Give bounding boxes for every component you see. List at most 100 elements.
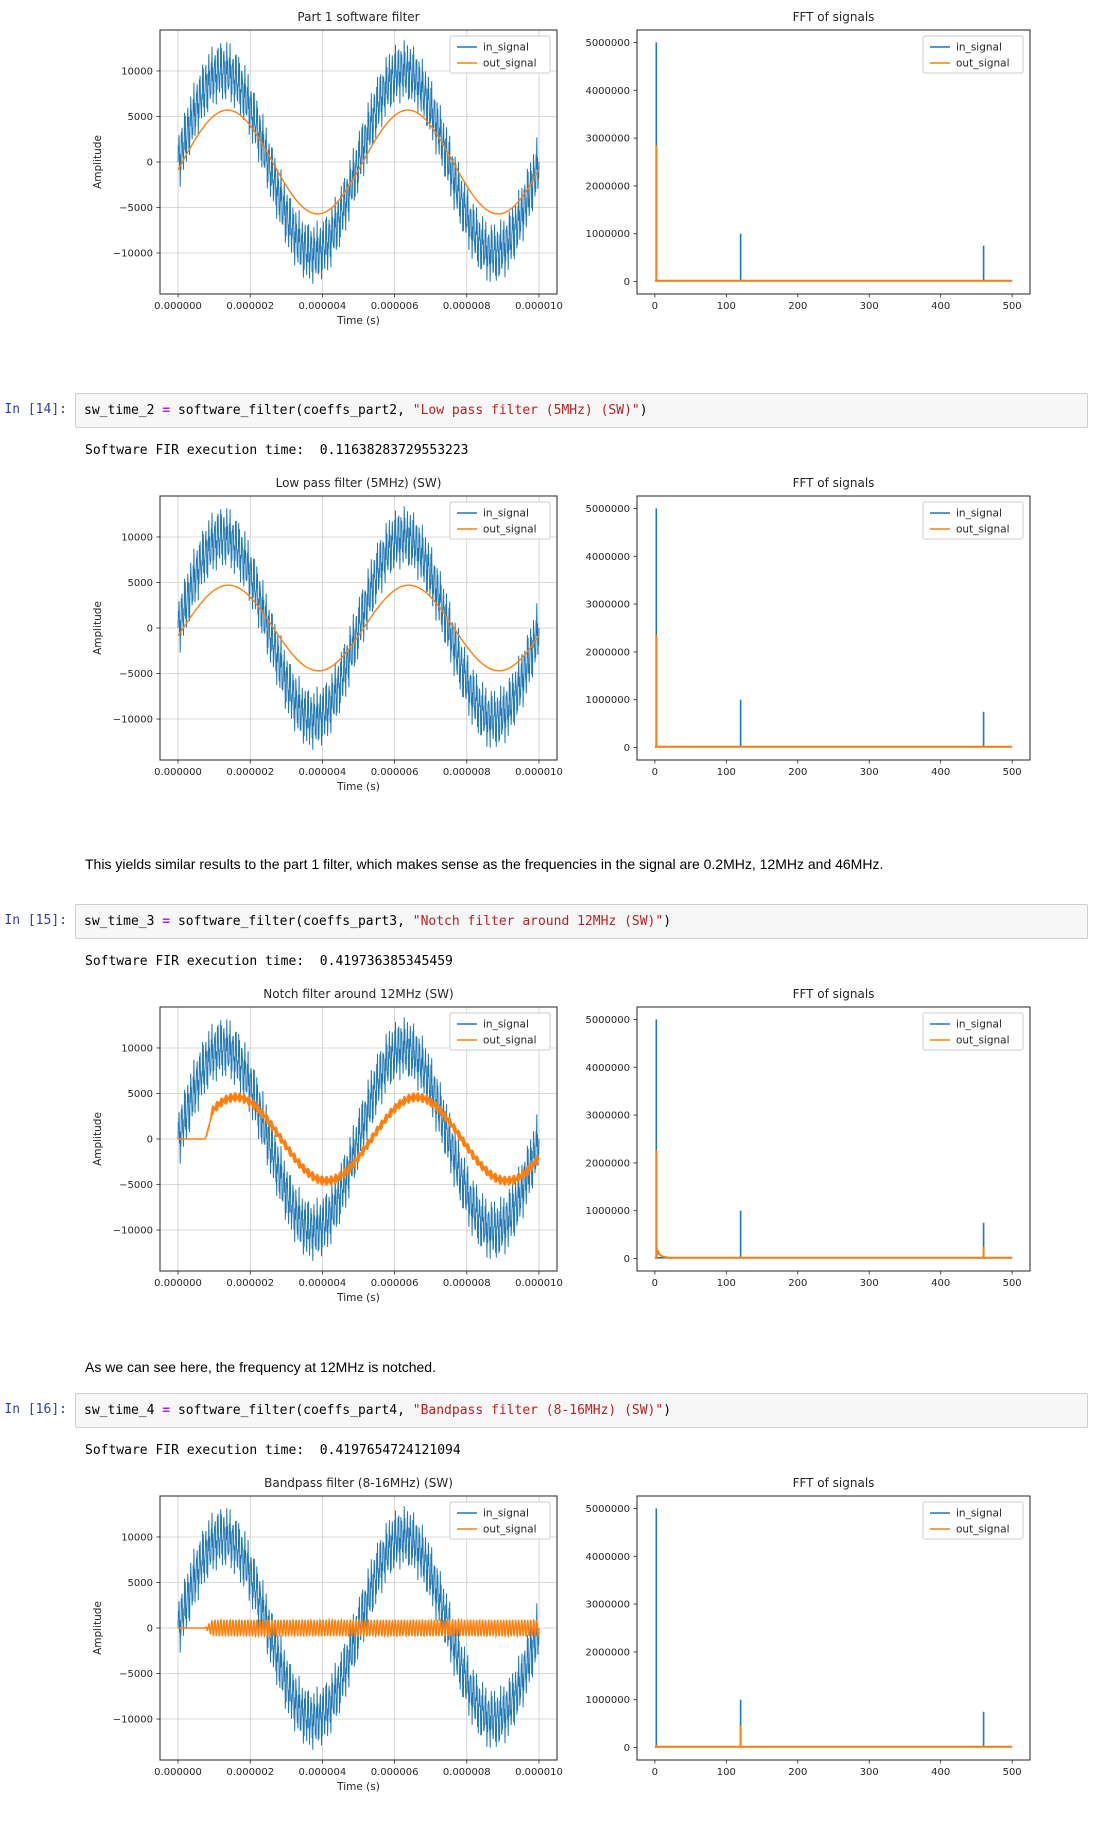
svg-text:0: 0 (624, 277, 630, 288)
svg-text:5000: 5000 (128, 1089, 153, 1100)
time-plot-svg: 0.000000 0.000002 0.000004 0.000006 0.000008… (92, 10, 563, 327)
fft-plot-svg: 0 100 200 300 400 500 0 1000000 2000000 3000000 40… (585, 987, 1031, 1289)
svg-text:400: 400 (931, 301, 950, 312)
time-plot: 0.000000 0.000002 0.000004 0.000006 0.000008… (75, 472, 565, 807)
code-input[interactable]: sw_time_4 = software_filter(coeffs_part4… (75, 1393, 1088, 1428)
svg-text:0.000008: 0.000008 (443, 301, 491, 312)
svg-text:0: 0 (652, 767, 658, 778)
svg-text:out_signal: out_signal (956, 1524, 1010, 1536)
svg-text:in_signal: in_signal (483, 1508, 529, 1520)
execution-output-16: Software FIR execution time: 0.419765472… (85, 1443, 461, 1458)
code-string: "Bandpass filter (8-16MHz) (SW)" (412, 1403, 664, 1418)
svg-text:4000000: 4000000 (585, 1552, 630, 1563)
time-plot-svg: 0.000000 0.000002 0.000004 0.000006 0.000008… (92, 1476, 563, 1793)
svg-text:3000000: 3000000 (585, 1600, 630, 1611)
svg-text:300: 300 (860, 1767, 879, 1778)
svg-text:0: 0 (147, 1624, 153, 1635)
svg-text:0: 0 (624, 1743, 630, 1754)
time-plot: 0.000000 0.000002 0.000004 0.000006 0.000008… (75, 6, 565, 341)
svg-text:3000000: 3000000 (585, 134, 630, 145)
figure-row-notch: 0.000000 0.000002 0.000004 0.000006 0.000008… (75, 983, 1035, 1318)
svg-text:5000000: 5000000 (585, 1015, 630, 1026)
code-string: "Low pass filter (5MHz) (SW)" (412, 403, 640, 418)
fft-plot: 0 100 200 300 400 500 0 1000000 2000000 3000000 40… (565, 1472, 1035, 1807)
svg-text:out_signal: out_signal (483, 524, 537, 536)
svg-text:FFT of signals: FFT of signals (793, 10, 875, 24)
svg-text:0.000000: 0.000000 (154, 301, 202, 312)
svg-text:Time (s): Time (s) (336, 1292, 380, 1304)
svg-text:10000: 10000 (121, 1532, 153, 1543)
svg-text:2000000: 2000000 (585, 181, 630, 192)
svg-text:out_signal: out_signal (483, 58, 537, 70)
svg-text:5000000: 5000000 (585, 1504, 630, 1515)
svg-text:Time (s): Time (s) (336, 315, 380, 327)
svg-text:0.000000: 0.000000 (154, 767, 202, 778)
execution-output-14: Software FIR execution time: 0.116382837… (85, 443, 469, 458)
svg-text:500: 500 (1003, 301, 1022, 312)
svg-text:2000000: 2000000 (585, 647, 630, 658)
svg-text:−10000: −10000 (113, 715, 153, 726)
svg-text:0.000006: 0.000006 (371, 1767, 419, 1778)
svg-text:200: 200 (788, 301, 807, 312)
code-cell-16: In [16]: sw_time_4 = software_filter(coe… (0, 1393, 1088, 1428)
input-prompt: In [15]: (4, 913, 67, 928)
markdown-cell-2[interactable]: As we can see here, the frequency at 12M… (85, 1359, 436, 1375)
svg-text:0: 0 (147, 158, 153, 169)
input-prompt: In [16]: (4, 1402, 67, 1417)
svg-text:1000000: 1000000 (585, 1206, 630, 1217)
fft-plot-svg: 0 100 200 300 400 500 0 1000000 2000000 3000000 40… (585, 476, 1031, 778)
execution-output-15: Software FIR execution time: 0.419736385… (85, 954, 453, 969)
fft-plot-svg: 0 100 200 300 400 500 0 1000000 2000000 3000000 40… (585, 1476, 1031, 1778)
svg-text:0.000010: 0.000010 (515, 1767, 563, 1778)
time-plot-svg: 0.000000 0.000002 0.000004 0.000006 0.000008… (92, 476, 563, 793)
svg-text:0.000002: 0.000002 (226, 301, 274, 312)
svg-text:10000: 10000 (121, 1043, 153, 1054)
svg-text:500: 500 (1003, 767, 1022, 778)
svg-text:3000000: 3000000 (585, 600, 630, 611)
svg-text:300: 300 (860, 1278, 879, 1289)
svg-text:in_signal: in_signal (483, 42, 529, 54)
svg-text:in_signal: in_signal (483, 508, 529, 520)
svg-text:100: 100 (717, 767, 736, 778)
svg-text:out_signal: out_signal (483, 1524, 537, 1536)
code-input[interactable]: sw_time_3 = software_filter(coeffs_part3… (75, 904, 1088, 939)
svg-text:0.000004: 0.000004 (299, 301, 347, 312)
svg-text:out_signal: out_signal (956, 524, 1010, 536)
svg-text:in_signal: in_signal (956, 508, 1002, 520)
svg-text:5000000: 5000000 (585, 38, 630, 49)
svg-text:4000000: 4000000 (585, 86, 630, 97)
svg-text:200: 200 (788, 767, 807, 778)
svg-text:0.000010: 0.000010 (515, 1278, 563, 1289)
figure-row-part1: 0.000000 0.000002 0.000004 0.000006 0.000008… (75, 6, 1035, 341)
fft-plot: 0 100 200 300 400 500 0 1000000 2000000 3000000 40… (565, 983, 1035, 1318)
fft-plot: 0 100 200 300 400 500 0 1000000 2000000 3000000 40… (565, 6, 1035, 341)
code-operator: = (154, 914, 178, 929)
svg-text:Time (s): Time (s) (336, 781, 380, 793)
code-input[interactable]: sw_time_2 = software_filter(coeffs_part2… (75, 393, 1088, 428)
code-operator: = (154, 403, 178, 418)
code-variable: sw_time_2 (84, 403, 155, 418)
code-close: ) (663, 914, 672, 929)
svg-text:0.000010: 0.000010 (515, 767, 563, 778)
svg-text:0: 0 (147, 1135, 153, 1146)
input-prompt: In [14]: (4, 402, 67, 417)
svg-text:0.000002: 0.000002 (226, 1278, 274, 1289)
svg-text:0.000008: 0.000008 (443, 1767, 491, 1778)
svg-text:out_signal: out_signal (956, 1035, 1010, 1047)
svg-text:2000000: 2000000 (585, 1647, 630, 1658)
code-operator: = (154, 1403, 178, 1418)
svg-text:out_signal: out_signal (956, 58, 1010, 70)
markdown-cell-1[interactable]: This yields similar results to the part … (85, 856, 884, 872)
svg-text:−10000: −10000 (113, 249, 153, 260)
code-close: ) (663, 1403, 672, 1418)
fft-plot: 0 100 200 300 400 500 0 1000000 2000000 3000000 40… (565, 472, 1035, 807)
svg-text:Amplitude: Amplitude (92, 1601, 104, 1655)
svg-text:10000: 10000 (121, 532, 153, 543)
svg-text:400: 400 (931, 1767, 950, 1778)
svg-text:Low pass filter (5MHz) (SW): Low pass filter (5MHz) (SW) (276, 476, 442, 490)
svg-text:Amplitude: Amplitude (92, 135, 104, 189)
code-line: sw_time_4 = software_filter(coeffs_part4… (84, 1402, 1079, 1419)
svg-text:0.000002: 0.000002 (226, 767, 274, 778)
svg-text:0.000006: 0.000006 (371, 1278, 419, 1289)
code-variable: sw_time_4 (84, 1403, 155, 1418)
